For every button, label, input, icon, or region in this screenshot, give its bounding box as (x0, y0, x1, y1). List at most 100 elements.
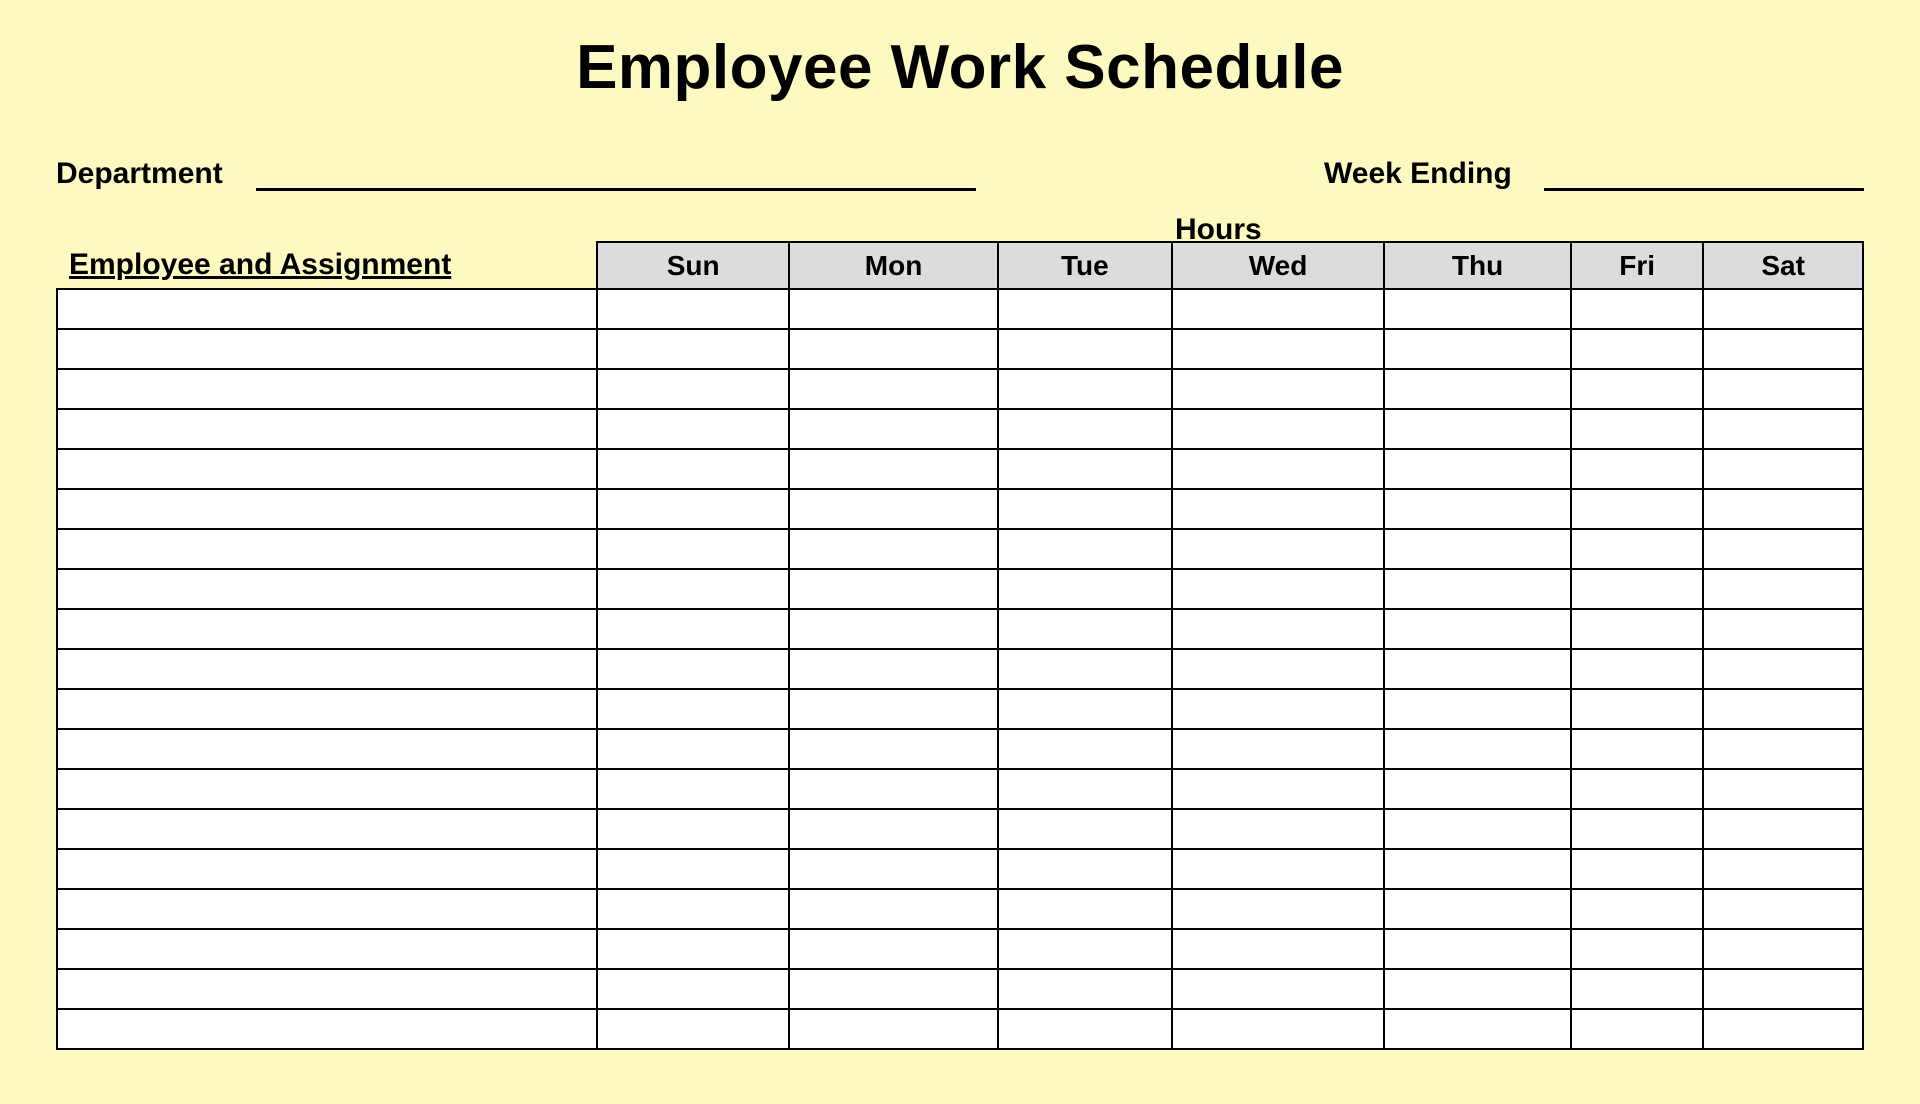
hours-cell[interactable] (998, 369, 1172, 409)
hours-cell[interactable] (1703, 609, 1863, 649)
hours-cell[interactable] (597, 409, 789, 449)
hours-cell[interactable] (789, 449, 998, 489)
employee-cell[interactable] (57, 569, 597, 609)
hours-cell[interactable] (597, 369, 789, 409)
hours-cell[interactable] (1384, 329, 1571, 369)
hours-cell[interactable] (597, 329, 789, 369)
employee-cell[interactable] (57, 369, 597, 409)
hours-cell[interactable] (1384, 849, 1571, 889)
hours-cell[interactable] (789, 689, 998, 729)
hours-cell[interactable] (998, 689, 1172, 729)
employee-cell[interactable] (57, 729, 597, 769)
hours-cell[interactable] (998, 569, 1172, 609)
hours-cell[interactable] (1384, 1009, 1571, 1049)
hours-cell[interactable] (1571, 969, 1703, 1009)
hours-cell[interactable] (597, 1009, 789, 1049)
hours-cell[interactable] (1571, 529, 1703, 569)
employee-cell[interactable] (57, 969, 597, 1009)
hours-cell[interactable] (998, 649, 1172, 689)
hours-cell[interactable] (1571, 649, 1703, 689)
hours-cell[interactable] (1703, 929, 1863, 969)
hours-cell[interactable] (1172, 329, 1384, 369)
hours-cell[interactable] (998, 529, 1172, 569)
hours-cell[interactable] (789, 609, 998, 649)
hours-cell[interactable] (1384, 769, 1571, 809)
hours-cell[interactable] (1703, 529, 1863, 569)
hours-cell[interactable] (1172, 1009, 1384, 1049)
employee-cell[interactable] (57, 809, 597, 849)
employee-cell[interactable] (57, 329, 597, 369)
employee-cell[interactable] (57, 769, 597, 809)
hours-cell[interactable] (1571, 769, 1703, 809)
hours-cell[interactable] (789, 489, 998, 529)
hours-cell[interactable] (1571, 1009, 1703, 1049)
hours-cell[interactable] (1703, 809, 1863, 849)
hours-cell[interactable] (597, 569, 789, 609)
hours-cell[interactable] (1384, 489, 1571, 529)
hours-cell[interactable] (1703, 849, 1863, 889)
hours-cell[interactable] (1172, 569, 1384, 609)
hours-cell[interactable] (1172, 609, 1384, 649)
hours-cell[interactable] (597, 849, 789, 889)
hours-cell[interactable] (998, 449, 1172, 489)
department-input-line[interactable] (256, 163, 976, 191)
hours-cell[interactable] (998, 329, 1172, 369)
hours-cell[interactable] (1172, 849, 1384, 889)
hours-cell[interactable] (597, 809, 789, 849)
hours-cell[interactable] (1384, 529, 1571, 569)
hours-cell[interactable] (1384, 809, 1571, 849)
hours-cell[interactable] (1571, 329, 1703, 369)
employee-cell[interactable] (57, 409, 597, 449)
hours-cell[interactable] (998, 889, 1172, 929)
hours-cell[interactable] (597, 769, 789, 809)
hours-cell[interactable] (789, 569, 998, 609)
employee-cell[interactable] (57, 849, 597, 889)
hours-cell[interactable] (789, 649, 998, 689)
hours-cell[interactable] (1703, 769, 1863, 809)
hours-cell[interactable] (1172, 409, 1384, 449)
employee-cell[interactable] (57, 289, 597, 329)
hours-cell[interactable] (789, 849, 998, 889)
week-ending-input-line[interactable] (1544, 163, 1864, 191)
hours-cell[interactable] (1571, 289, 1703, 329)
hours-cell[interactable] (1384, 369, 1571, 409)
hours-cell[interactable] (998, 489, 1172, 529)
hours-cell[interactable] (998, 929, 1172, 969)
hours-cell[interactable] (1384, 689, 1571, 729)
hours-cell[interactable] (1172, 529, 1384, 569)
hours-cell[interactable] (1571, 489, 1703, 529)
hours-cell[interactable] (998, 609, 1172, 649)
hours-cell[interactable] (1172, 729, 1384, 769)
hours-cell[interactable] (1571, 929, 1703, 969)
hours-cell[interactable] (1571, 609, 1703, 649)
hours-cell[interactable] (998, 729, 1172, 769)
hours-cell[interactable] (1571, 809, 1703, 849)
employee-cell[interactable] (57, 529, 597, 569)
hours-cell[interactable] (998, 849, 1172, 889)
hours-cell[interactable] (1571, 849, 1703, 889)
employee-cell[interactable] (57, 689, 597, 729)
employee-cell[interactable] (57, 609, 597, 649)
hours-cell[interactable] (597, 969, 789, 1009)
hours-cell[interactable] (789, 369, 998, 409)
hours-cell[interactable] (1703, 729, 1863, 769)
hours-cell[interactable] (1172, 449, 1384, 489)
hours-cell[interactable] (1172, 929, 1384, 969)
hours-cell[interactable] (789, 1009, 998, 1049)
hours-cell[interactable] (998, 809, 1172, 849)
employee-cell[interactable] (57, 1009, 597, 1049)
hours-cell[interactable] (1571, 689, 1703, 729)
hours-cell[interactable] (1384, 969, 1571, 1009)
hours-cell[interactable] (1172, 689, 1384, 729)
hours-cell[interactable] (789, 529, 998, 569)
hours-cell[interactable] (1703, 409, 1863, 449)
hours-cell[interactable] (1703, 489, 1863, 529)
hours-cell[interactable] (789, 889, 998, 929)
hours-cell[interactable] (998, 769, 1172, 809)
hours-cell[interactable] (1172, 889, 1384, 929)
hours-cell[interactable] (1703, 289, 1863, 329)
hours-cell[interactable] (1172, 809, 1384, 849)
hours-cell[interactable] (1172, 369, 1384, 409)
hours-cell[interactable] (789, 809, 998, 849)
hours-cell[interactable] (1571, 369, 1703, 409)
